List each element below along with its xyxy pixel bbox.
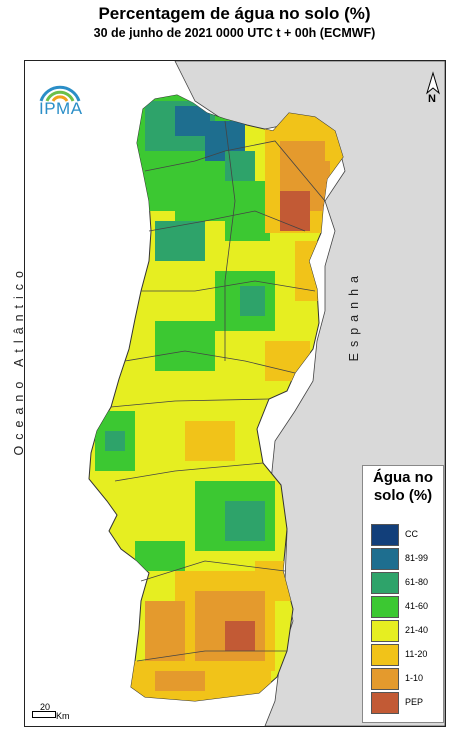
legend-label: 81-99 — [405, 553, 429, 563]
legend-item: 21-40 — [371, 620, 441, 642]
legend-label: 41-60 — [405, 601, 429, 611]
legend-item: PEP — [371, 692, 441, 714]
legend-title-line2: solo (%) — [373, 487, 433, 504]
legend-label: 11-20 — [405, 649, 428, 659]
legend-swatch — [371, 668, 399, 690]
legend-label: CC — [405, 529, 418, 539]
legend-swatch — [371, 692, 399, 714]
legend-swatch — [371, 596, 399, 618]
legend-swatch — [371, 644, 399, 666]
map-subtitle: 30 de junho de 2021 0000 UTC t + 00h (EC… — [93, 26, 376, 40]
legend-item: 11-20 — [371, 644, 441, 666]
north-arrow-icon — [421, 71, 445, 111]
spain-label: Espanha — [347, 270, 361, 362]
legend-item: 1-10 — [371, 668, 441, 690]
legend-title: Água no solo (%) — [363, 469, 443, 505]
map-title: Percentagem de água no solo (%) — [98, 4, 371, 23]
legend-item: 81-99 — [371, 548, 441, 570]
legend-item: 41-60 — [371, 596, 441, 618]
legend: Água no solo (%) CC 81-99 61-80 41-60 21… — [362, 465, 444, 723]
district-borders — [110, 120, 326, 662]
scale-bar-unit: Km — [56, 711, 70, 721]
ipma-logo-icon — [35, 71, 85, 121]
legend-label: 1-10 — [405, 673, 424, 683]
scale-bar-value: 20 — [40, 702, 51, 712]
legend-label: PEP — [405, 697, 424, 707]
legend-label: 21-40 — [405, 625, 429, 635]
legend-swatch — [371, 524, 399, 546]
ipma-logo-text: IPMA — [39, 99, 83, 118]
legend-swatch — [371, 620, 399, 642]
legend-item: 61-80 — [371, 572, 441, 594]
legend-swatch — [371, 548, 399, 570]
scale-bar — [32, 711, 56, 718]
north-label: N — [428, 93, 436, 105]
legend-swatch — [371, 572, 399, 594]
legend-label: 61-80 — [405, 577, 429, 587]
legend-title-line1: Água no — [373, 469, 433, 486]
ocean-label: Oceano Atlântico — [12, 265, 26, 456]
legend-item: CC — [371, 524, 441, 546]
